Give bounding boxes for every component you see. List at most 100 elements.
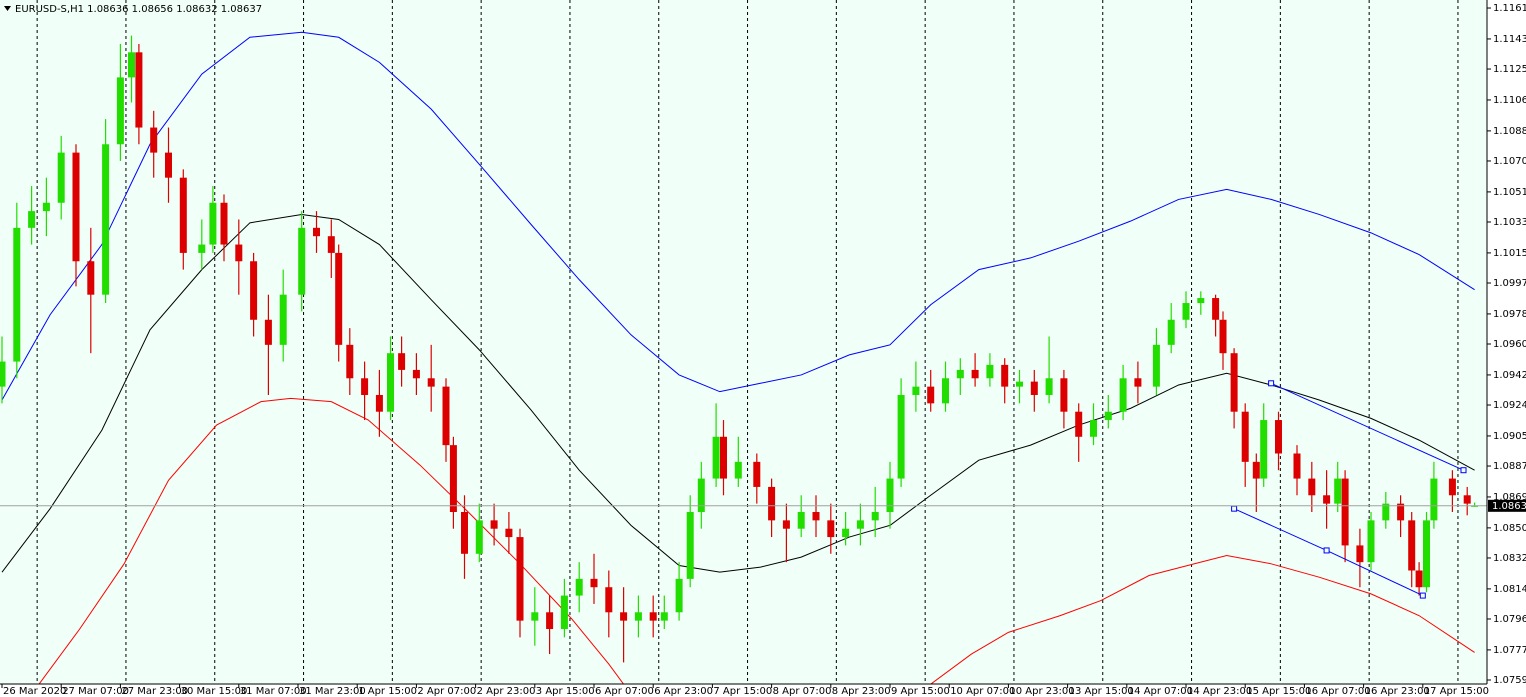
candle-body — [346, 344, 354, 379]
x-tick-label: 2 Apr 23:00 — [477, 686, 536, 697]
candle-body — [442, 386, 450, 446]
candle-body — [127, 52, 135, 78]
y-tick-label: 1.08690 — [1493, 492, 1526, 503]
candle-body — [1367, 520, 1375, 563]
candle-body — [971, 369, 979, 379]
y-tick-label: 1.09420 — [1493, 370, 1526, 381]
candle-body — [897, 394, 905, 479]
candle-body — [235, 244, 243, 262]
current-price-box — [1488, 499, 1526, 512]
y-tick-label: 1.10700 — [1493, 156, 1526, 167]
chart-title: EURUSD-S,H1 1.08636 1.08656 1.08632 1.08… — [15, 4, 262, 15]
candle-body — [150, 127, 158, 153]
x-tick-label: 9 Apr 15:00 — [891, 686, 950, 697]
candle-body — [620, 612, 628, 621]
candle-body — [649, 612, 657, 621]
y-tick-label: 1.08325 — [1493, 553, 1526, 564]
x-tick-label: 30 Mar 15:00 — [181, 686, 248, 697]
y-tick-label: 1.11430 — [1493, 34, 1526, 45]
y-tick-label: 1.10335 — [1493, 217, 1526, 228]
candle-body — [427, 378, 435, 387]
candle-body — [531, 612, 539, 621]
plot — [0, 0, 1487, 684]
candle-body — [164, 152, 172, 178]
band-line — [1, 31, 1475, 401]
candle-body — [1075, 411, 1083, 437]
candle-body — [660, 612, 668, 621]
y-tick-label: 1.10880 — [1493, 126, 1526, 137]
x-tick-label: 16 Apr 23:00 — [1365, 686, 1430, 697]
candle-body — [13, 227, 21, 362]
trendline-anchor — [1231, 505, 1238, 512]
candle-body — [912, 386, 920, 395]
candle-body — [886, 478, 894, 512]
candle-body — [871, 511, 879, 521]
x-tick-label: 10 Apr 07:00 — [950, 686, 1015, 697]
y-tick-label: 1.11615 — [1493, 3, 1526, 14]
candle-body — [28, 211, 36, 228]
candle-body — [675, 578, 683, 613]
candle-body — [1463, 495, 1471, 504]
candle-body — [605, 587, 613, 613]
candle-body — [634, 612, 642, 621]
candle-body — [220, 202, 228, 245]
candle-body — [712, 436, 720, 479]
y-tick-label: 1.09605 — [1493, 339, 1526, 350]
candle-body — [1260, 420, 1268, 479]
candle-body — [1430, 478, 1438, 521]
candle-body — [327, 236, 335, 253]
trendline-anchor — [1419, 592, 1426, 599]
trendline-anchor — [1460, 467, 1467, 474]
candle-body — [1134, 378, 1142, 387]
x-tick-label: 16 Apr 07:00 — [1305, 686, 1370, 697]
x-tick-label: 10 Apr 23:00 — [1009, 686, 1074, 697]
candle-body — [490, 520, 498, 529]
candle-body — [0, 361, 6, 387]
menu-triangle[interactable] — [4, 6, 11, 11]
y-tick-label: 1.08140 — [1493, 584, 1526, 595]
candle-body — [797, 511, 805, 529]
candle-body — [927, 386, 935, 404]
candle-body — [42, 202, 50, 212]
trendline-anchor — [1268, 380, 1275, 387]
x-tick-label: 8 Apr 23:00 — [832, 686, 891, 697]
candle-body — [1119, 378, 1127, 412]
candle-body — [72, 152, 80, 262]
candle-body — [179, 177, 187, 253]
candle-body — [135, 52, 143, 128]
candle-body — [1152, 344, 1160, 387]
band-line — [1, 213, 1475, 573]
candle-body — [1104, 411, 1112, 421]
candle-body — [412, 369, 420, 379]
y-tick-label: 1.08875 — [1493, 461, 1526, 472]
candle-body — [209, 202, 217, 245]
candle-body — [198, 244, 206, 253]
candle-body — [782, 520, 790, 529]
x-tick-label: 1 Apr 15:00 — [358, 686, 417, 697]
y-tick-label: 1.09240 — [1493, 400, 1526, 411]
candle-body — [986, 364, 994, 379]
candle-body — [842, 528, 850, 538]
candle-body — [686, 511, 694, 579]
candle-body — [264, 319, 272, 345]
x-tick-label: 26 Mar 2020 — [3, 686, 66, 697]
candle-body — [812, 511, 820, 521]
candle-body — [1382, 503, 1390, 521]
candle-body — [1341, 478, 1349, 546]
candle-body — [768, 486, 776, 521]
candle-body — [461, 511, 469, 554]
candle-body — [1001, 364, 1009, 387]
trendline-anchor — [1323, 547, 1330, 554]
y-tick-label: 1.09785 — [1493, 309, 1526, 320]
band-line — [38, 397, 1475, 684]
candle-body — [298, 227, 306, 295]
candle-body — [1397, 503, 1405, 521]
candle-body — [1230, 353, 1238, 412]
candle-body — [1334, 478, 1342, 504]
y-tick-label: 1.10150 — [1493, 248, 1526, 259]
x-tick-label: 3 Apr 15:00 — [536, 686, 595, 697]
candle-body — [102, 144, 110, 295]
y-tick-label: 1.07960 — [1493, 614, 1526, 625]
x-tick-label: 14 Apr 23:00 — [1187, 686, 1252, 697]
candle-body — [1408, 520, 1416, 571]
